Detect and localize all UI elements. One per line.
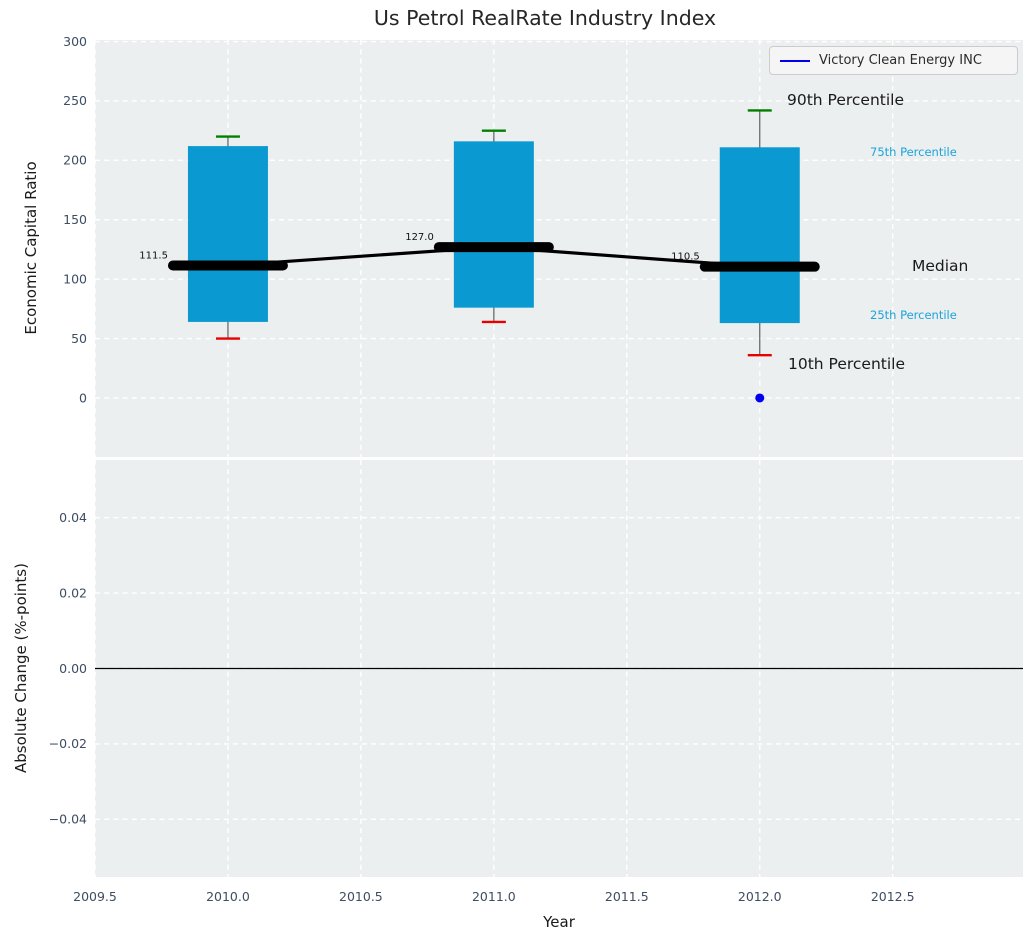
x-tick-label: 2010.5	[339, 889, 383, 904]
top-y-tick-label: 200	[63, 153, 87, 168]
x-tick-label: 2011.0	[472, 889, 516, 904]
x-tick-label: 2009.5	[73, 889, 117, 904]
top-y-tick-label: 50	[71, 331, 87, 346]
bottom-y-tick-label: 0.04	[59, 510, 87, 525]
top-y-tick-label: 300	[63, 34, 87, 49]
annotation-median: Median	[912, 257, 969, 275]
top-y-axis-label: Economic Capital Ratio	[22, 161, 40, 335]
top-y-tick-label: 250	[63, 93, 87, 108]
top-y-tick-label: 150	[63, 212, 87, 227]
x-tick-label: 2011.5	[605, 889, 649, 904]
median-value-label-2012: 110.5	[671, 252, 700, 263]
company-point	[755, 393, 765, 403]
bottom-y-tick-label: −0.02	[49, 736, 87, 751]
legend-line-icon	[780, 59, 810, 62]
x-tick-label: 2010.0	[206, 889, 250, 904]
legend-box: Victory Clean Energy INC	[769, 46, 1018, 75]
box-2010	[187, 146, 268, 322]
annotation-10th-percentile: 10th Percentile	[788, 355, 906, 373]
box-2011	[453, 141, 534, 308]
chart-title: Us Petrol RealRate Industry Index	[373, 6, 717, 30]
box-2012	[719, 147, 800, 324]
bottom-y-axis-label: Absolute Change (%-points)	[12, 563, 30, 773]
legend-series-label: Victory Clean Energy INC	[819, 53, 982, 68]
x-axis-label: Year	[543, 913, 575, 931]
median-value-label-2010: 111.5	[139, 250, 168, 261]
bottom-y-tick-label: 0.00	[59, 661, 87, 676]
x-tick-label: 2012.0	[738, 889, 782, 904]
bottom-y-tick-label: 0.02	[59, 585, 87, 600]
x-tick-label: 2012.5	[871, 889, 915, 904]
bottom-y-tick-label: −0.04	[49, 812, 87, 827]
top-y-tick-label: 100	[63, 271, 87, 286]
median-value-label-2011: 127.0	[405, 232, 434, 243]
annotation-90th-percentile: 90th Percentile	[787, 91, 905, 109]
top-y-tick-label: 0	[79, 390, 87, 405]
annotation-25th-percentile: 25th Percentile	[870, 308, 957, 322]
annotation-75th-percentile: 75th Percentile	[870, 145, 957, 159]
